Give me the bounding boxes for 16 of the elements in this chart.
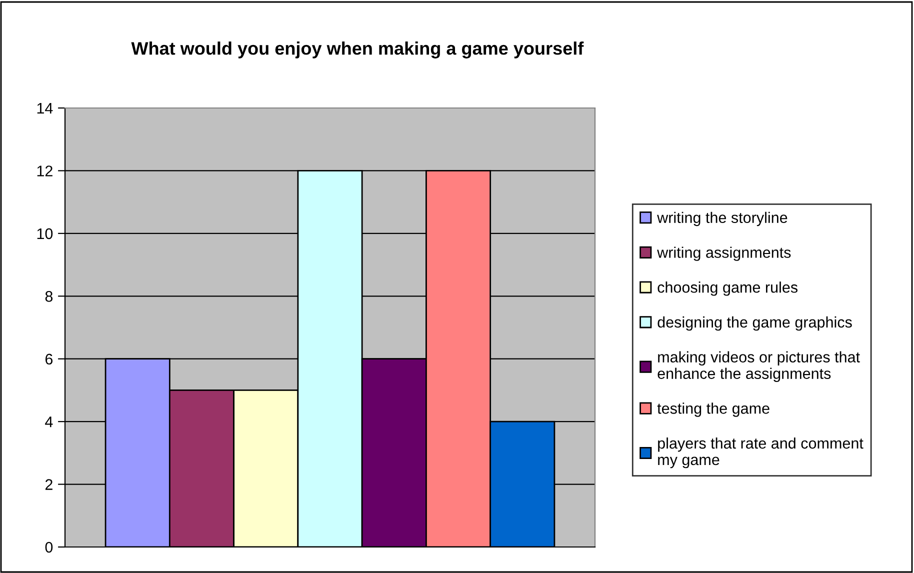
- legend-label: writing assignments: [657, 246, 791, 261]
- y-tick-label: 14: [37, 103, 53, 114]
- y-tick-label: 10: [37, 228, 53, 240]
- legend-label: designing the game graphics: [658, 316, 852, 331]
- y-tick-label: 2: [45, 479, 52, 490]
- legend-label: making videos or pictures that enhance the assignments: [658, 351, 860, 382]
- y-tick-label: 8: [45, 291, 53, 302]
- y-tick-label: 6: [45, 354, 53, 365]
- y-tick-label: 4: [45, 416, 53, 428]
- legend-label: choosing game rules: [658, 282, 798, 296]
- y-tick-label: 12: [37, 166, 52, 176]
- legend-label: testing the game: [657, 402, 770, 417]
- chart-title: What would you enjoy when making a game yourself: [131, 42, 584, 58]
- y-tick-label: 0: [45, 542, 53, 553]
- legend-label: players that rate and comment my game: [658, 437, 864, 468]
- legend-label: writing the storyline: [657, 212, 788, 226]
